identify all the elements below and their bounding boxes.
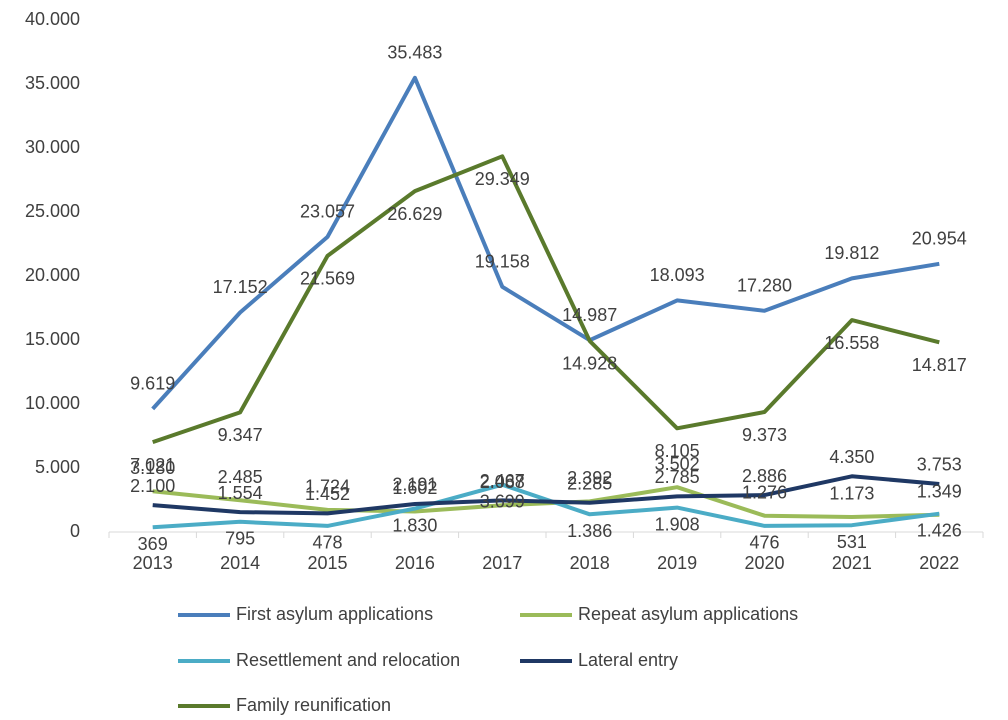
x-tick-label: 2018: [570, 553, 610, 573]
series-line: [151, 75, 940, 411]
data-label: 3.753: [917, 455, 962, 475]
data-label: 17.152: [213, 277, 268, 297]
data-label: 1.349: [917, 481, 962, 501]
y-tick-label: 0: [70, 521, 80, 541]
legend-label: Family reunification: [236, 695, 391, 715]
legend-label: Resettlement and relocation: [236, 650, 460, 670]
data-label: 2.088: [480, 472, 525, 492]
x-tick-label: 2015: [307, 553, 347, 573]
data-label: 2.485: [218, 467, 263, 487]
y-tick-label: 10.000: [25, 393, 80, 413]
x-tick-label: 2013: [133, 553, 173, 573]
data-label: 9.373: [742, 425, 787, 445]
series-line: [152, 474, 940, 516]
data-label: 1.724: [305, 477, 350, 497]
data-label: 1.602: [392, 478, 437, 498]
data-label: 4.350: [829, 447, 874, 467]
data-label: 35.483: [387, 43, 442, 63]
x-tick-label: 2022: [919, 553, 959, 573]
data-label: 2.886: [742, 466, 787, 486]
data-label: 26.629: [387, 204, 442, 224]
data-label: 14.928: [562, 354, 617, 374]
data-label: 3.699: [480, 491, 525, 511]
data-label: 2.191: [392, 475, 437, 495]
data-label: 23.057: [300, 202, 355, 222]
data-label: 9.619: [130, 374, 175, 394]
x-tick-label: 2016: [395, 553, 435, 573]
data-label: 1.830: [392, 515, 437, 535]
data-label: 9.347: [218, 425, 263, 445]
data-label: 21.569: [300, 269, 355, 289]
y-tick-label: 20.000: [25, 265, 80, 285]
data-label: 3.180: [130, 458, 175, 478]
data-label: 2.785: [655, 467, 700, 487]
y-tick-label: 15.000: [25, 329, 80, 349]
data-label: 7.021: [130, 455, 175, 475]
data-label: 2.285: [567, 474, 612, 494]
data-label: 795: [225, 529, 255, 549]
y-tick-label: 35.000: [25, 73, 80, 93]
data-label: 1.426: [917, 520, 962, 540]
data-label: 14.987: [562, 305, 617, 325]
data-label: 476: [749, 533, 779, 553]
data-label: 17.280: [737, 276, 792, 296]
data-label: 14.817: [912, 355, 967, 375]
data-label: 2.100: [130, 476, 175, 496]
data-label: 1.908: [655, 514, 700, 534]
y-tick-label: 25.000: [25, 201, 80, 221]
legend-label: Repeat asylum applications: [578, 604, 798, 624]
x-tick-label: 2019: [657, 553, 697, 573]
x-tick-label: 2014: [220, 553, 260, 573]
data-label: 18.093: [650, 265, 705, 285]
data-label: 16.558: [824, 333, 879, 353]
data-label: 19.158: [475, 252, 530, 272]
y-tick-label: 30.000: [25, 137, 80, 157]
data-label: 369: [138, 534, 168, 554]
data-label: 1.452: [305, 484, 350, 504]
data-label: 478: [312, 533, 342, 553]
y-tick-label: 40.000: [25, 9, 80, 29]
legend-label: Lateral entry: [578, 650, 678, 670]
y-tick-label: 5.000: [35, 457, 80, 477]
data-label: 29.349: [475, 169, 530, 189]
data-label: 1.276: [742, 482, 787, 502]
data-label: 2.467: [480, 471, 525, 491]
data-label: 8.105: [655, 441, 700, 461]
series-line: [152, 482, 940, 530]
data-label: 2.392: [567, 468, 612, 488]
data-label: 20.954: [912, 229, 967, 249]
legend-label: First asylum applications: [236, 604, 433, 624]
data-label: 1.173: [829, 484, 874, 504]
x-tick-label: 2021: [832, 553, 872, 573]
data-label: 1.386: [567, 521, 612, 541]
data-label: 531: [837, 532, 867, 552]
data-label: 19.812: [824, 243, 879, 263]
x-tick-label: 2017: [482, 553, 522, 573]
data-label: 1.554: [218, 483, 263, 503]
series-line: [152, 154, 940, 444]
data-label: 3.502: [655, 454, 700, 474]
x-tick-label: 2020: [744, 553, 784, 573]
